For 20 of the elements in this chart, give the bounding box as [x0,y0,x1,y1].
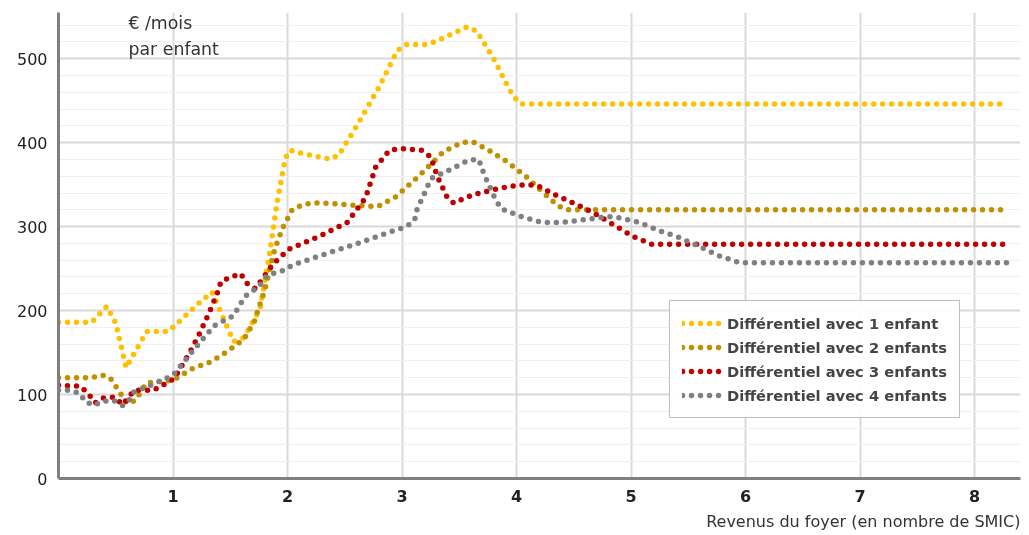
legend-label: Différentiel avec 1 enfant [727,314,939,332]
y-axis-title: € /mois par enfant [128,12,220,59]
legend-label: Différentiel avec 3 enfants [727,362,947,380]
y-tick-label: 0 [37,469,48,489]
x-tick-label: 5 [625,486,637,506]
x-tick-label: 1 [167,486,179,506]
y-tick-label: 300 [16,217,48,237]
x-tick-label: 2 [281,486,294,506]
y-tick-label: 200 [16,301,48,321]
y-tick-label: 100 [16,385,48,405]
x-tick-label: 3 [396,486,408,506]
x-tick-label: 6 [740,486,752,506]
x-tick-label: 8 [969,486,981,506]
y-tick-label: 400 [16,133,48,153]
x-tick-label: 7 [854,486,866,506]
y-tick-label: 500 [16,49,48,69]
legend-label: Différentiel avec 2 enfants [727,338,947,356]
x-tick-label: 4 [511,486,523,506]
x-axis-title: Revenus du foyer (en nombre de SMIC) [706,511,1021,531]
legend-label: Différentiel avec 4 enfants [727,386,947,404]
